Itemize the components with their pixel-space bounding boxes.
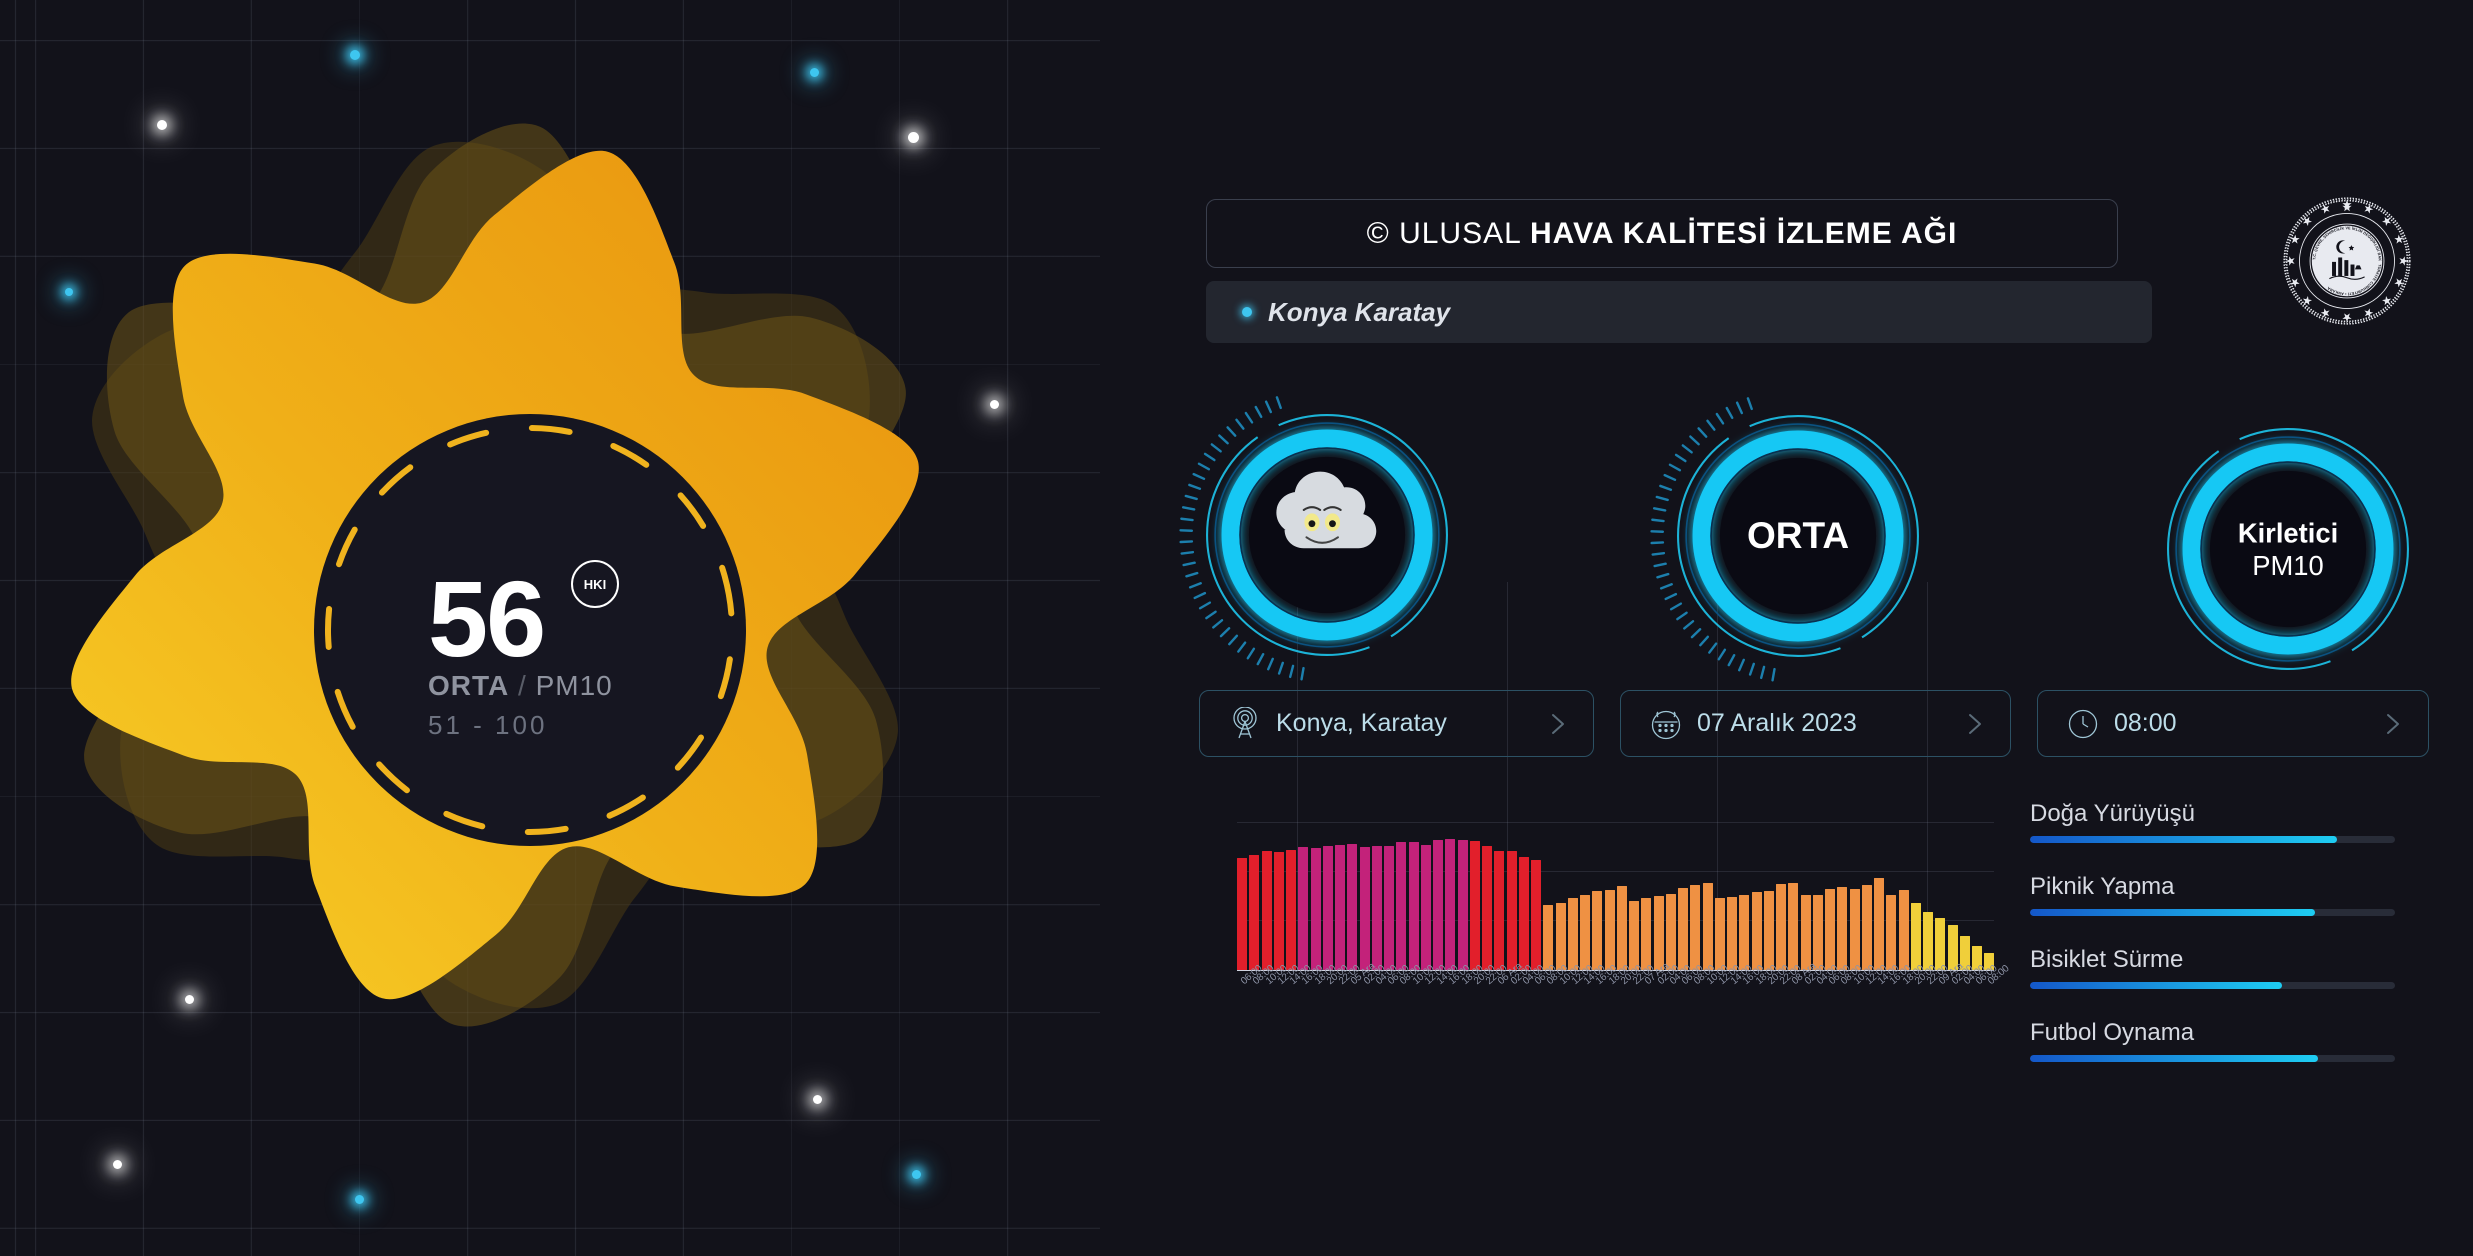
svg-text:Kirletici: Kirletici [2238, 518, 2338, 549]
svg-text:ORTA: ORTA [1747, 514, 1849, 556]
svg-text:PM10: PM10 [2252, 550, 2323, 581]
